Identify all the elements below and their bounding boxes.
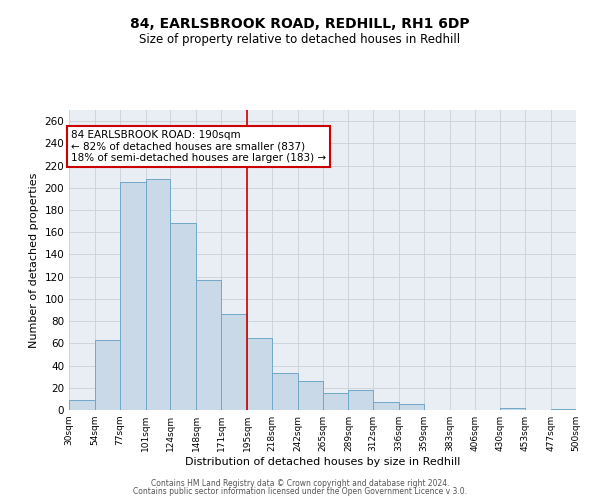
Bar [500, 408, 526, 410]
Bar [298, 381, 323, 410]
Bar [551, 409, 576, 410]
X-axis label: Distribution of detached houses by size in Redhill: Distribution of detached houses by size … [185, 457, 460, 467]
Bar [196, 280, 221, 410]
Bar [349, 390, 373, 410]
Text: 84 EARLSBROOK ROAD: 190sqm
← 82% of detached houses are smaller (837)
18% of sem: 84 EARLSBROOK ROAD: 190sqm ← 82% of deta… [71, 130, 326, 163]
Text: Contains public sector information licensed under the Open Government Licence v : Contains public sector information licen… [133, 487, 467, 496]
Bar [120, 182, 146, 410]
Text: Contains HM Land Registry data © Crown copyright and database right 2024.: Contains HM Land Registry data © Crown c… [151, 478, 449, 488]
Y-axis label: Number of detached properties: Number of detached properties [29, 172, 39, 348]
Bar [170, 224, 196, 410]
Bar [373, 402, 399, 410]
Bar [95, 340, 119, 410]
Bar [272, 374, 298, 410]
Bar [69, 400, 95, 410]
Text: 84, EARLSBROOK ROAD, REDHILL, RH1 6DP: 84, EARLSBROOK ROAD, REDHILL, RH1 6DP [130, 18, 470, 32]
Bar [146, 179, 170, 410]
Bar [323, 394, 349, 410]
Bar [221, 314, 247, 410]
Bar [247, 338, 272, 410]
Text: Size of property relative to detached houses in Redhill: Size of property relative to detached ho… [139, 32, 461, 46]
Bar [399, 404, 424, 410]
